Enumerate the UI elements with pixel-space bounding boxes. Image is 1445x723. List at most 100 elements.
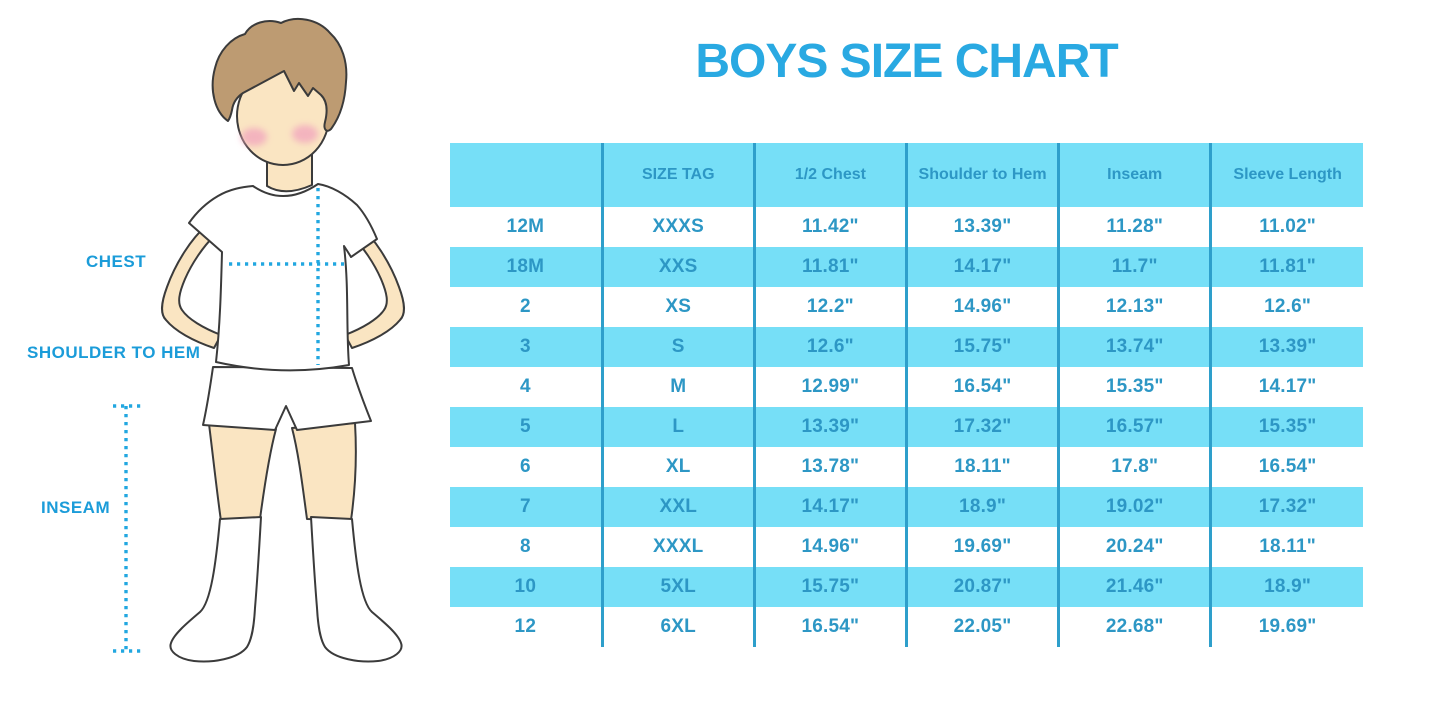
table-cell: XS [600,287,755,327]
table-cell: 12.6" [1209,287,1363,327]
table-cell: 22.68" [1057,607,1211,647]
table-row: 5 L 13.39" 17.32" 16.57" 15.35" [450,407,1363,447]
table-row: 2 XS 12.2" 14.96" 12.13" 12.6" [450,287,1363,327]
table-cell: 19.69" [1209,607,1363,647]
table-cell: 15.35" [1209,407,1363,447]
table-cell: 14.17" [1209,367,1363,407]
size-table-body: 12M XXXS 11.42" 13.39" 11.28" 11.02" 18M XXS 11.… [450,207,1363,647]
boy-tshirt [188,183,378,372]
table-cell: XXXL [600,527,755,567]
boy-right-sock [310,516,403,663]
inseam-label: INSEAM [41,498,111,517]
boy-illustration [113,17,405,663]
table-cell: 17.8" [1057,447,1211,487]
table-row: 12M XXXS 11.42" 13.39" 11.28" 11.02" [450,207,1363,247]
table-cell: 11.28" [1057,207,1211,247]
table-cell: 12.2" [752,287,907,327]
table-cell: 15.75" [904,327,1059,367]
table-cell: 8 [519,536,531,557]
table-cell: 19.69" [904,527,1059,567]
table-cell: 22.05" [904,607,1059,647]
table-cell: 12M [506,216,545,237]
boy-right-leg [291,422,357,521]
table-cell: 17.32" [904,407,1059,447]
table-cell: 5XL [600,567,755,607]
table-cell: 13.39" [1209,327,1363,367]
page-title: BOYS SIZE CHART [695,35,1118,88]
table-row: 4 M 12.99" 16.54" 15.35" 14.17" [450,367,1363,407]
table-cell: 17.32" [1209,487,1363,527]
table-cell: 16.54" [904,367,1059,407]
table-cell: 16.54" [752,607,907,647]
table-cell: 6XL [600,607,755,647]
table-row: 6 XL 13.78" 18.11" 17.8" 16.54" [450,447,1363,487]
table-cell: 18.11" [1209,527,1363,567]
table-cell: 6 [519,456,531,477]
table-cell: 12.99" [752,367,907,407]
table-cell: 19.02" [1057,487,1211,527]
table-cell: 11.7" [1057,247,1211,287]
table-row: 12 6XL 16.54" 22.05" 22.68" 19.69" [450,607,1363,647]
table-cell: 4 [519,376,531,397]
table-cell: 15.75" [752,567,907,607]
table-cell: 13.39" [752,407,907,447]
table-row: 3 S 12.6" 15.75" 13.74" 13.39" [450,327,1363,367]
table-cell: 12.6" [752,327,907,367]
header-half-chest: 1/2 Chest [752,143,907,207]
table-cell: 18.11" [904,447,1059,487]
table-cell: 11.81" [752,247,907,287]
table-cell: 7 [519,496,531,517]
header-size-tag: SIZE TAG [600,143,755,207]
table-cell: 14.17" [752,487,907,527]
table-header-row: SIZE TAG 1/2 Chest Shoulder to Hem Insea… [450,143,1363,207]
measurement-figure: CHEST SHOULDER TO HEM INSEAM [0,0,450,723]
table-cell: 16.57" [1057,407,1211,447]
table-cell: 21.46" [1057,567,1211,607]
table-cell: 2 [519,296,531,317]
size-table-head: SIZE TAG 1/2 Chest Shoulder to Hem Insea… [450,143,1363,207]
table-row: 7 XXL 14.17" 18.9" 19.02" 17.32" [450,487,1363,527]
table-row: 8 XXXL 14.96" 19.69" 20.24" 18.11" [450,527,1363,567]
header-sleeve-length: Sleeve Length [1209,143,1363,207]
boy-hair [211,17,348,132]
table-cell: 13.74" [1057,327,1211,367]
boy-left-cheek [241,128,267,146]
table-cell: 14.96" [904,287,1059,327]
header-inseam: Inseam [1057,143,1211,207]
table-cell: 11.81" [1209,247,1363,287]
table-cell: 11.02" [1209,207,1363,247]
chest-label: CHEST [86,252,147,271]
table-cell: XXL [600,487,755,527]
table-cell: 10 [514,576,537,597]
header-blank [450,143,603,207]
table-cell: M [600,367,755,407]
boy-left-sock [169,516,262,663]
table-cell: 18.9" [1209,567,1363,607]
table-cell: 18.9" [904,487,1059,527]
table-row: 18M XXS 11.81" 14.17" 11.7" 11.81" [450,247,1363,287]
table-cell: XXS [600,247,755,287]
boy-left-leg [208,423,277,522]
shoulder-to-hem-label: SHOULDER TO HEM [27,343,201,362]
table-cell: 20.87" [904,567,1059,607]
table-cell: 13.39" [904,207,1059,247]
table-cell: 5 [519,416,531,437]
table-cell: 18M [506,256,545,277]
table-row: 10 5XL 15.75" 20.87" 21.46" 18.9" [450,567,1363,607]
header-shoulder-to-hem: Shoulder to Hem [904,143,1059,207]
table-cell: XL [600,447,755,487]
table-cell: 14.17" [904,247,1059,287]
table-cell: 12.13" [1057,287,1211,327]
size-table: SIZE TAG 1/2 Chest Shoulder to Hem Insea… [450,143,1363,647]
table-cell: 20.24" [1057,527,1211,567]
table-cell: 15.35" [1057,367,1211,407]
table-cell: 3 [519,336,531,357]
table-cell: 16.54" [1209,447,1363,487]
table-cell: 14.96" [752,527,907,567]
table-cell: 12 [514,616,537,637]
table-cell: S [600,327,755,367]
table-cell: 13.78" [752,447,907,487]
boy-right-cheek [292,125,318,143]
table-cell: L [600,407,755,447]
boy-shorts [202,366,372,431]
